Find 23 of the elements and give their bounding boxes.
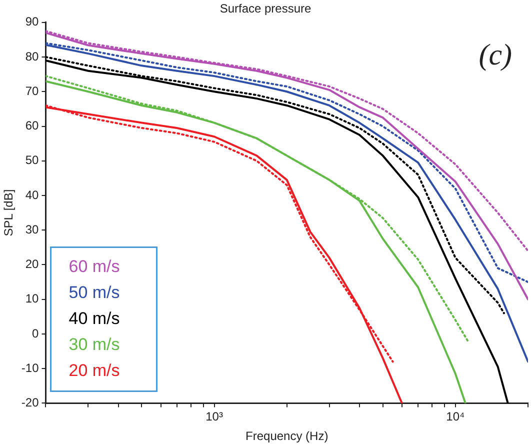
y-tick-label: 10 [25, 292, 40, 306]
y-tick-label: 60 [25, 118, 40, 133]
y-tick-label: 40 [25, 188, 40, 202]
annotation: (c) [478, 38, 512, 72]
y-tick-label: 30 [25, 222, 40, 236]
x-tick-label: 10⁴ [446, 410, 465, 424]
text: 30 m/s [68, 334, 120, 354]
text: 50 m/s [68, 282, 120, 302]
x-axis-title: Frequency (Hz) [246, 429, 328, 444]
y-tick-label: 50 [25, 153, 40, 168]
y-axis-title: SPL [dB] [2, 189, 16, 236]
y-tick-label: 70 [25, 84, 40, 98]
text: 60 m/s [68, 256, 120, 276]
y-tick-label: -20 [21, 396, 40, 410]
y-tick-label: 0 [32, 326, 40, 340]
y-tick-label: 90 [25, 14, 40, 29]
y-tick-label: -10 [21, 360, 40, 375]
chart-title: Surface pressure [220, 2, 312, 16]
text: 40 m/s [68, 308, 120, 328]
text: 20 m/s [68, 360, 120, 380]
y-tick-label: 20 [25, 257, 40, 272]
y-tick-label: 80 [25, 49, 40, 64]
x-tick-label: 10³ [206, 410, 223, 424]
